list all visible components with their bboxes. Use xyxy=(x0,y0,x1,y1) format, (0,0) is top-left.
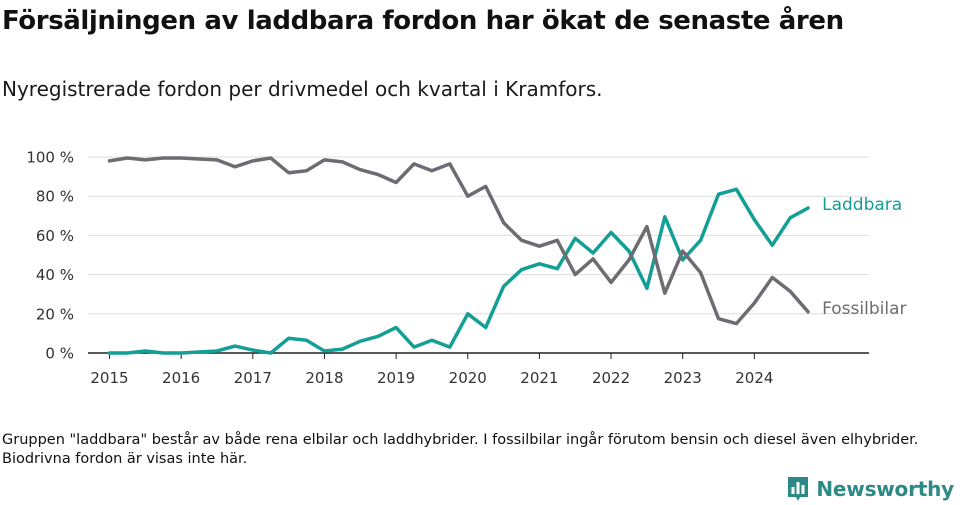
series-lines xyxy=(107,156,810,355)
series-label-laddbara: Laddbara xyxy=(822,195,902,215)
footnote: Gruppen "laddbara" består av både rena e… xyxy=(2,432,919,467)
x-axis-ticks: 2015 2016 2017 2018 2019 2020 2021 2022 2023 2024 xyxy=(88,352,869,387)
x-tick-label: 2022 xyxy=(592,369,630,387)
x-tick-label: 2023 xyxy=(664,369,702,387)
y-tick-label: 100 % xyxy=(26,149,74,167)
brand-name: Newsworthy xyxy=(816,477,954,501)
grid-lines xyxy=(88,156,869,315)
series-label-fossilbilar: Fossilbilar xyxy=(822,299,906,319)
x-tick-label: 2021 xyxy=(520,369,558,387)
y-tick-label: 0 % xyxy=(45,345,74,363)
y-tick-label: 40 % xyxy=(36,266,74,284)
bar-chart-logo-icon xyxy=(788,477,809,501)
x-tick-label: 2020 xyxy=(449,369,487,387)
x-tick-label: 2024 xyxy=(735,369,773,387)
series-labels: Laddbara Fossilbilar xyxy=(822,195,906,319)
y-tick-label: 20 % xyxy=(36,305,74,323)
x-tick-label: 2016 xyxy=(162,369,200,387)
x-tick-label: 2015 xyxy=(90,369,128,387)
x-tick-label: 2018 xyxy=(305,369,343,387)
chart-title: Försäljningen av laddbara fordon har öka… xyxy=(2,6,844,36)
y-axis-ticks: 0 % 20 % 40 % 60 % 80 % 100 % xyxy=(26,149,74,363)
x-tick-label: 2019 xyxy=(377,369,415,387)
brand-logo: Newsworthy xyxy=(786,475,954,503)
y-tick-label: 80 % xyxy=(36,188,74,206)
y-tick-label: 60 % xyxy=(36,227,74,245)
series-line-laddbara xyxy=(107,187,810,355)
series-line-fossilbilar xyxy=(107,156,810,326)
chart-subtitle: Nyregistrerade fordon per drivmedel och … xyxy=(2,77,603,101)
x-tick-label: 2017 xyxy=(234,369,272,387)
